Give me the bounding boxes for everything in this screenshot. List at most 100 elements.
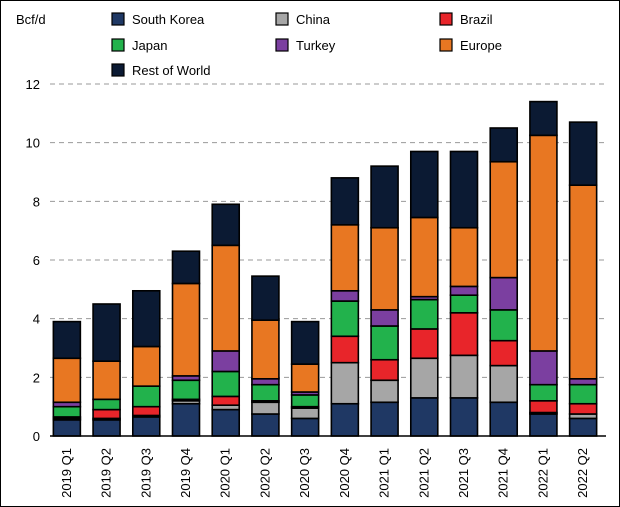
legend-swatch [111, 12, 125, 26]
x-tick-label: 2019 Q1 [59, 448, 74, 498]
bar-segment-brazil [489, 339, 519, 367]
legend-label: China [296, 12, 331, 27]
bar-segment-rest-of-world [251, 275, 280, 321]
bar-segment-brazil [330, 335, 360, 364]
bar-segment-europe [568, 184, 598, 380]
bar-segment-europe [290, 363, 320, 393]
bar-segment-brazil [529, 399, 558, 414]
bar-segment-south-korea [92, 419, 121, 437]
legend-item: South Korea [111, 12, 205, 27]
bar-segment-japan [290, 394, 320, 408]
bar-segment-rest-of-world [92, 303, 121, 363]
bar-segment-china [370, 379, 399, 404]
bar-stack [251, 275, 280, 437]
bar-stack [409, 150, 439, 437]
bar-stack [290, 320, 320, 437]
legend-swatch [439, 38, 453, 52]
bar-segment-south-korea [52, 419, 82, 437]
x-tick-label: 2019 Q2 [99, 448, 114, 498]
bar-segment-rest-of-world [171, 250, 201, 285]
x-tick-label: 2022 Q2 [575, 448, 590, 498]
bar-segment-japan [251, 383, 280, 402]
legend-swatch [275, 38, 289, 52]
y-tick-label: 2 [33, 370, 40, 385]
bar-segment-turkey [568, 377, 598, 386]
bar-segment-south-korea [290, 417, 320, 437]
x-tick-label: 2020 Q1 [218, 448, 233, 498]
bar-segment-europe [92, 360, 121, 401]
bar-stack [370, 165, 399, 437]
bar-segment-rest-of-world [52, 320, 82, 360]
bar-segment-rest-of-world [330, 177, 360, 226]
bar-segment-brazil [92, 408, 121, 420]
legend-item: Europe [439, 38, 502, 53]
bar-segment-south-korea [568, 417, 598, 437]
bar-stack [529, 100, 558, 437]
bar-stack [211, 203, 241, 437]
legend-label: Rest of World [132, 63, 211, 78]
legend-label: Europe [460, 38, 502, 53]
x-tick-label: 2021 Q1 [377, 448, 392, 498]
x-tick-label: 2019 Q3 [138, 448, 153, 498]
bar-segment-rest-of-world [211, 203, 241, 247]
bar-segment-japan [131, 385, 161, 408]
bar-stack [171, 250, 201, 437]
bar-segment-europe [370, 226, 399, 311]
bar-segment-japan [409, 298, 439, 330]
bar-segment-rest-of-world [409, 150, 439, 219]
x-tick-label: 2020 Q3 [297, 448, 312, 498]
bar-segment-japan [52, 405, 82, 418]
bar-segment-europe [211, 244, 241, 352]
legend-swatch [439, 12, 453, 26]
y-tick-label: 8 [33, 194, 40, 209]
bar-segment-rest-of-world [489, 127, 519, 163]
bar-segment-rest-of-world [529, 100, 558, 137]
bar-segment-japan [568, 383, 598, 405]
bar-segment-japan [529, 383, 558, 402]
bar-segment-turkey [489, 276, 519, 311]
bar-stack [489, 127, 519, 437]
legend-item: Brazil [439, 12, 493, 27]
bar-segment-europe [52, 357, 82, 404]
bar-segment-brazil [370, 358, 399, 382]
y-tick-label: 12 [26, 77, 40, 92]
y-axis-label: Bcf/d [16, 12, 46, 27]
bar-segment-south-korea [489, 401, 519, 437]
bar-segment-japan [171, 379, 201, 401]
bar-segment-rest-of-world [290, 320, 320, 365]
x-tick-label: 2022 Q1 [535, 448, 550, 498]
bar-segment-brazil [211, 395, 241, 406]
bar-segment-europe [330, 224, 360, 292]
bar-segment-europe [449, 226, 479, 288]
legend-label: Japan [132, 38, 167, 53]
legend-swatch [111, 63, 125, 77]
bar-segment-south-korea [370, 401, 399, 437]
bar-segment-europe [251, 319, 280, 380]
bar-segment-china [409, 357, 439, 399]
bar-segment-south-korea [330, 402, 360, 437]
bar-segment-rest-of-world [370, 165, 399, 229]
bar-stack [92, 303, 121, 437]
bar-segment-turkey [330, 289, 360, 302]
bar-stack [449, 150, 479, 437]
x-axis-ticks: 2019 Q1 2019 Q2 2019 Q3 2019 Q4 2020 Q1 2020 … [59, 448, 590, 498]
x-tick-label: 2021 Q4 [496, 448, 511, 498]
legend-label: South Korea [132, 12, 205, 27]
bar-segment-china [489, 364, 519, 404]
bar-segment-japan [370, 325, 399, 361]
legend-label: Turkey [296, 38, 336, 53]
bar-segment-brazil [409, 328, 439, 360]
bar-segment-europe [171, 282, 201, 377]
bar-segment-south-korea [211, 408, 241, 437]
bar-segment-europe [529, 134, 558, 352]
legend-item: Turkey [275, 38, 336, 53]
y-tick-label: 0 [33, 429, 40, 444]
bar-stack [52, 320, 82, 437]
legend: South Korea China Brazil Japan Turkey Europe R… [111, 12, 502, 78]
x-tick-label: 2020 Q4 [337, 448, 352, 498]
bar-segment-south-korea [251, 413, 280, 437]
y-tick-label: 6 [33, 253, 40, 268]
bar-segment-south-korea [131, 416, 161, 437]
bar-segment-china [330, 361, 360, 405]
